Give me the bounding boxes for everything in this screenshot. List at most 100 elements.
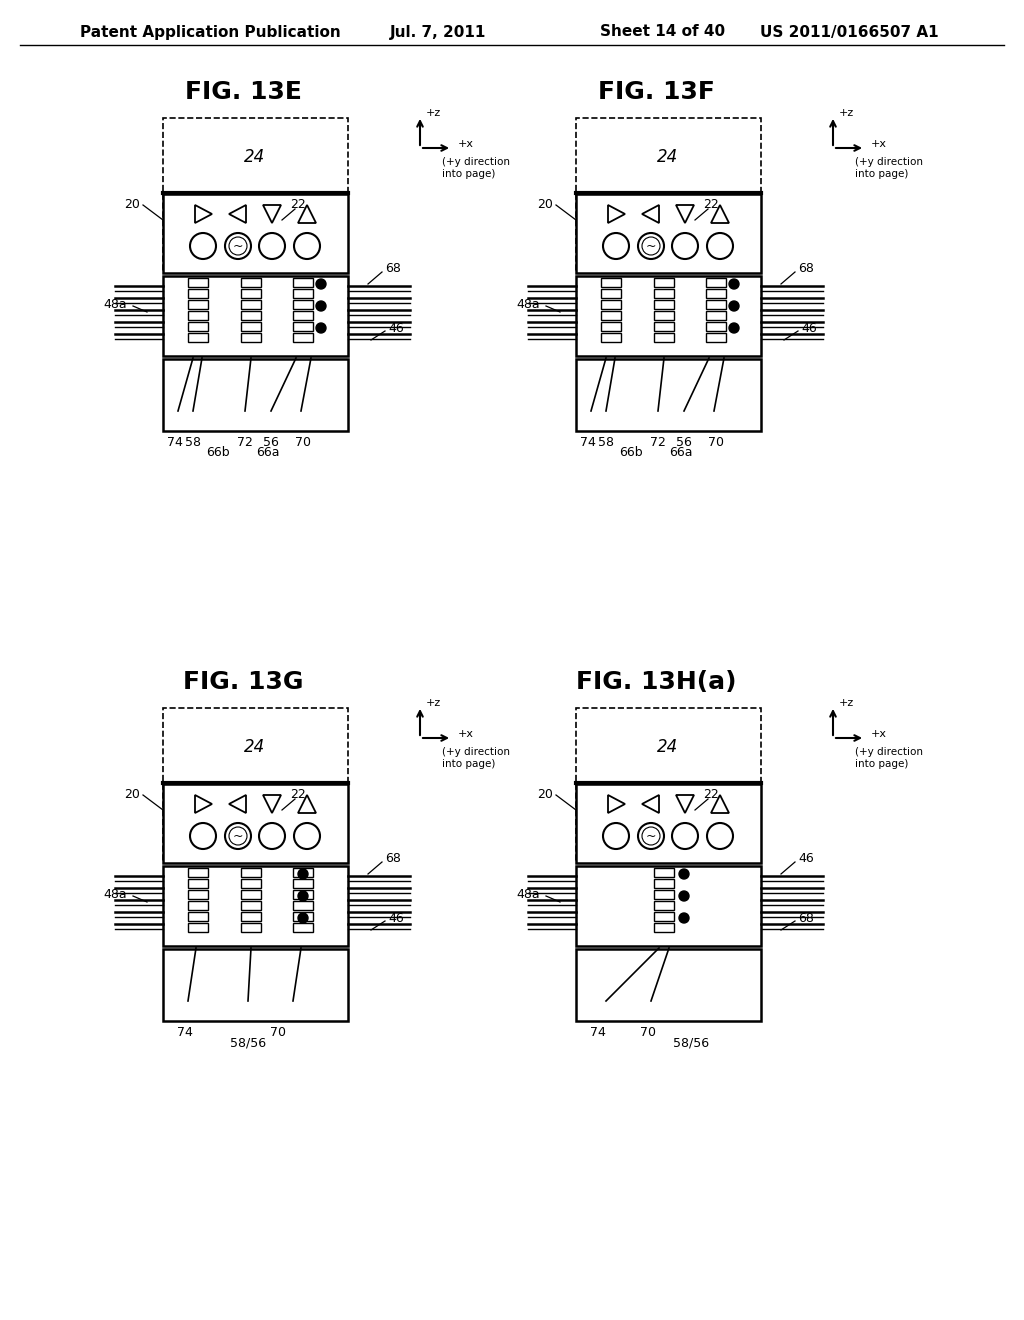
- Bar: [575, 276, 761, 356]
- Bar: [654, 869, 674, 876]
- Bar: [241, 923, 261, 932]
- Text: 74: 74: [580, 437, 596, 450]
- Circle shape: [679, 869, 689, 879]
- Bar: [188, 279, 208, 286]
- Circle shape: [316, 301, 326, 312]
- Bar: [654, 890, 674, 899]
- Bar: [706, 312, 726, 319]
- Bar: [241, 322, 261, 331]
- Text: 24: 24: [657, 738, 679, 756]
- Bar: [241, 912, 261, 921]
- Bar: [173, 125, 338, 187]
- Bar: [575, 708, 761, 863]
- Bar: [241, 300, 261, 309]
- Text: 58/56: 58/56: [230, 1036, 266, 1049]
- Bar: [654, 902, 674, 909]
- Bar: [293, 279, 313, 286]
- Text: ~: ~: [646, 829, 656, 842]
- Text: 22: 22: [290, 788, 306, 800]
- Text: 20: 20: [538, 788, 553, 801]
- Bar: [293, 312, 313, 319]
- Text: +x: +x: [458, 729, 474, 739]
- Bar: [241, 902, 261, 909]
- Text: FIG. 13G: FIG. 13G: [182, 671, 303, 694]
- Bar: [601, 322, 621, 331]
- Text: 68: 68: [798, 912, 814, 924]
- Bar: [188, 902, 208, 909]
- Bar: [188, 289, 208, 298]
- Text: 58/56: 58/56: [673, 1036, 709, 1049]
- Bar: [163, 784, 348, 863]
- Bar: [293, 890, 313, 899]
- Text: +z: +z: [839, 108, 854, 117]
- Circle shape: [298, 891, 308, 902]
- Bar: [241, 279, 261, 286]
- Text: +x: +x: [458, 139, 474, 149]
- Text: 74: 74: [590, 1027, 606, 1040]
- Bar: [575, 117, 761, 273]
- Bar: [241, 879, 261, 888]
- Bar: [293, 902, 313, 909]
- Bar: [293, 923, 313, 932]
- Bar: [601, 333, 621, 342]
- Bar: [163, 194, 348, 273]
- Bar: [188, 923, 208, 932]
- Text: 66b: 66b: [620, 446, 643, 459]
- Circle shape: [298, 869, 308, 879]
- Text: ~: ~: [232, 829, 244, 842]
- Text: (+y direction
into page): (+y direction into page): [442, 747, 510, 768]
- Bar: [654, 333, 674, 342]
- Bar: [173, 715, 338, 777]
- Bar: [654, 300, 674, 309]
- Text: 70: 70: [270, 1027, 286, 1040]
- Bar: [188, 879, 208, 888]
- Text: 70: 70: [295, 437, 311, 450]
- Text: 46: 46: [801, 322, 817, 334]
- Bar: [586, 715, 751, 777]
- Text: Jul. 7, 2011: Jul. 7, 2011: [390, 25, 486, 40]
- Bar: [293, 322, 313, 331]
- Circle shape: [729, 279, 739, 289]
- Bar: [654, 322, 674, 331]
- Text: 66b: 66b: [206, 446, 229, 459]
- Text: 58: 58: [185, 437, 201, 450]
- Bar: [601, 289, 621, 298]
- Bar: [706, 333, 726, 342]
- Text: 24: 24: [245, 738, 265, 756]
- Circle shape: [679, 913, 689, 923]
- Bar: [575, 194, 761, 273]
- Bar: [575, 866, 761, 946]
- Bar: [706, 300, 726, 309]
- Bar: [293, 912, 313, 921]
- Text: 20: 20: [124, 198, 140, 211]
- Bar: [586, 125, 751, 187]
- Text: 66a: 66a: [256, 446, 280, 459]
- Text: 58: 58: [598, 437, 614, 450]
- Bar: [654, 289, 674, 298]
- Bar: [575, 359, 761, 432]
- Bar: [601, 312, 621, 319]
- Text: 20: 20: [538, 198, 553, 211]
- Text: 24: 24: [245, 148, 265, 166]
- Bar: [575, 784, 761, 863]
- Circle shape: [316, 323, 326, 333]
- Text: 48a: 48a: [103, 297, 127, 310]
- Text: Sheet 14 of 40: Sheet 14 of 40: [600, 25, 725, 40]
- Bar: [241, 869, 261, 876]
- Text: ~: ~: [646, 239, 656, 252]
- Circle shape: [729, 323, 739, 333]
- Text: 22: 22: [703, 198, 719, 210]
- Bar: [188, 312, 208, 319]
- Circle shape: [316, 279, 326, 289]
- Bar: [706, 289, 726, 298]
- Text: (+y direction
into page): (+y direction into page): [855, 747, 923, 768]
- Bar: [188, 890, 208, 899]
- Bar: [293, 869, 313, 876]
- Bar: [601, 279, 621, 286]
- Text: 72: 72: [238, 437, 253, 450]
- Text: 46: 46: [388, 912, 403, 924]
- Text: 70: 70: [708, 437, 724, 450]
- Circle shape: [298, 913, 308, 923]
- Bar: [163, 708, 348, 863]
- Bar: [293, 300, 313, 309]
